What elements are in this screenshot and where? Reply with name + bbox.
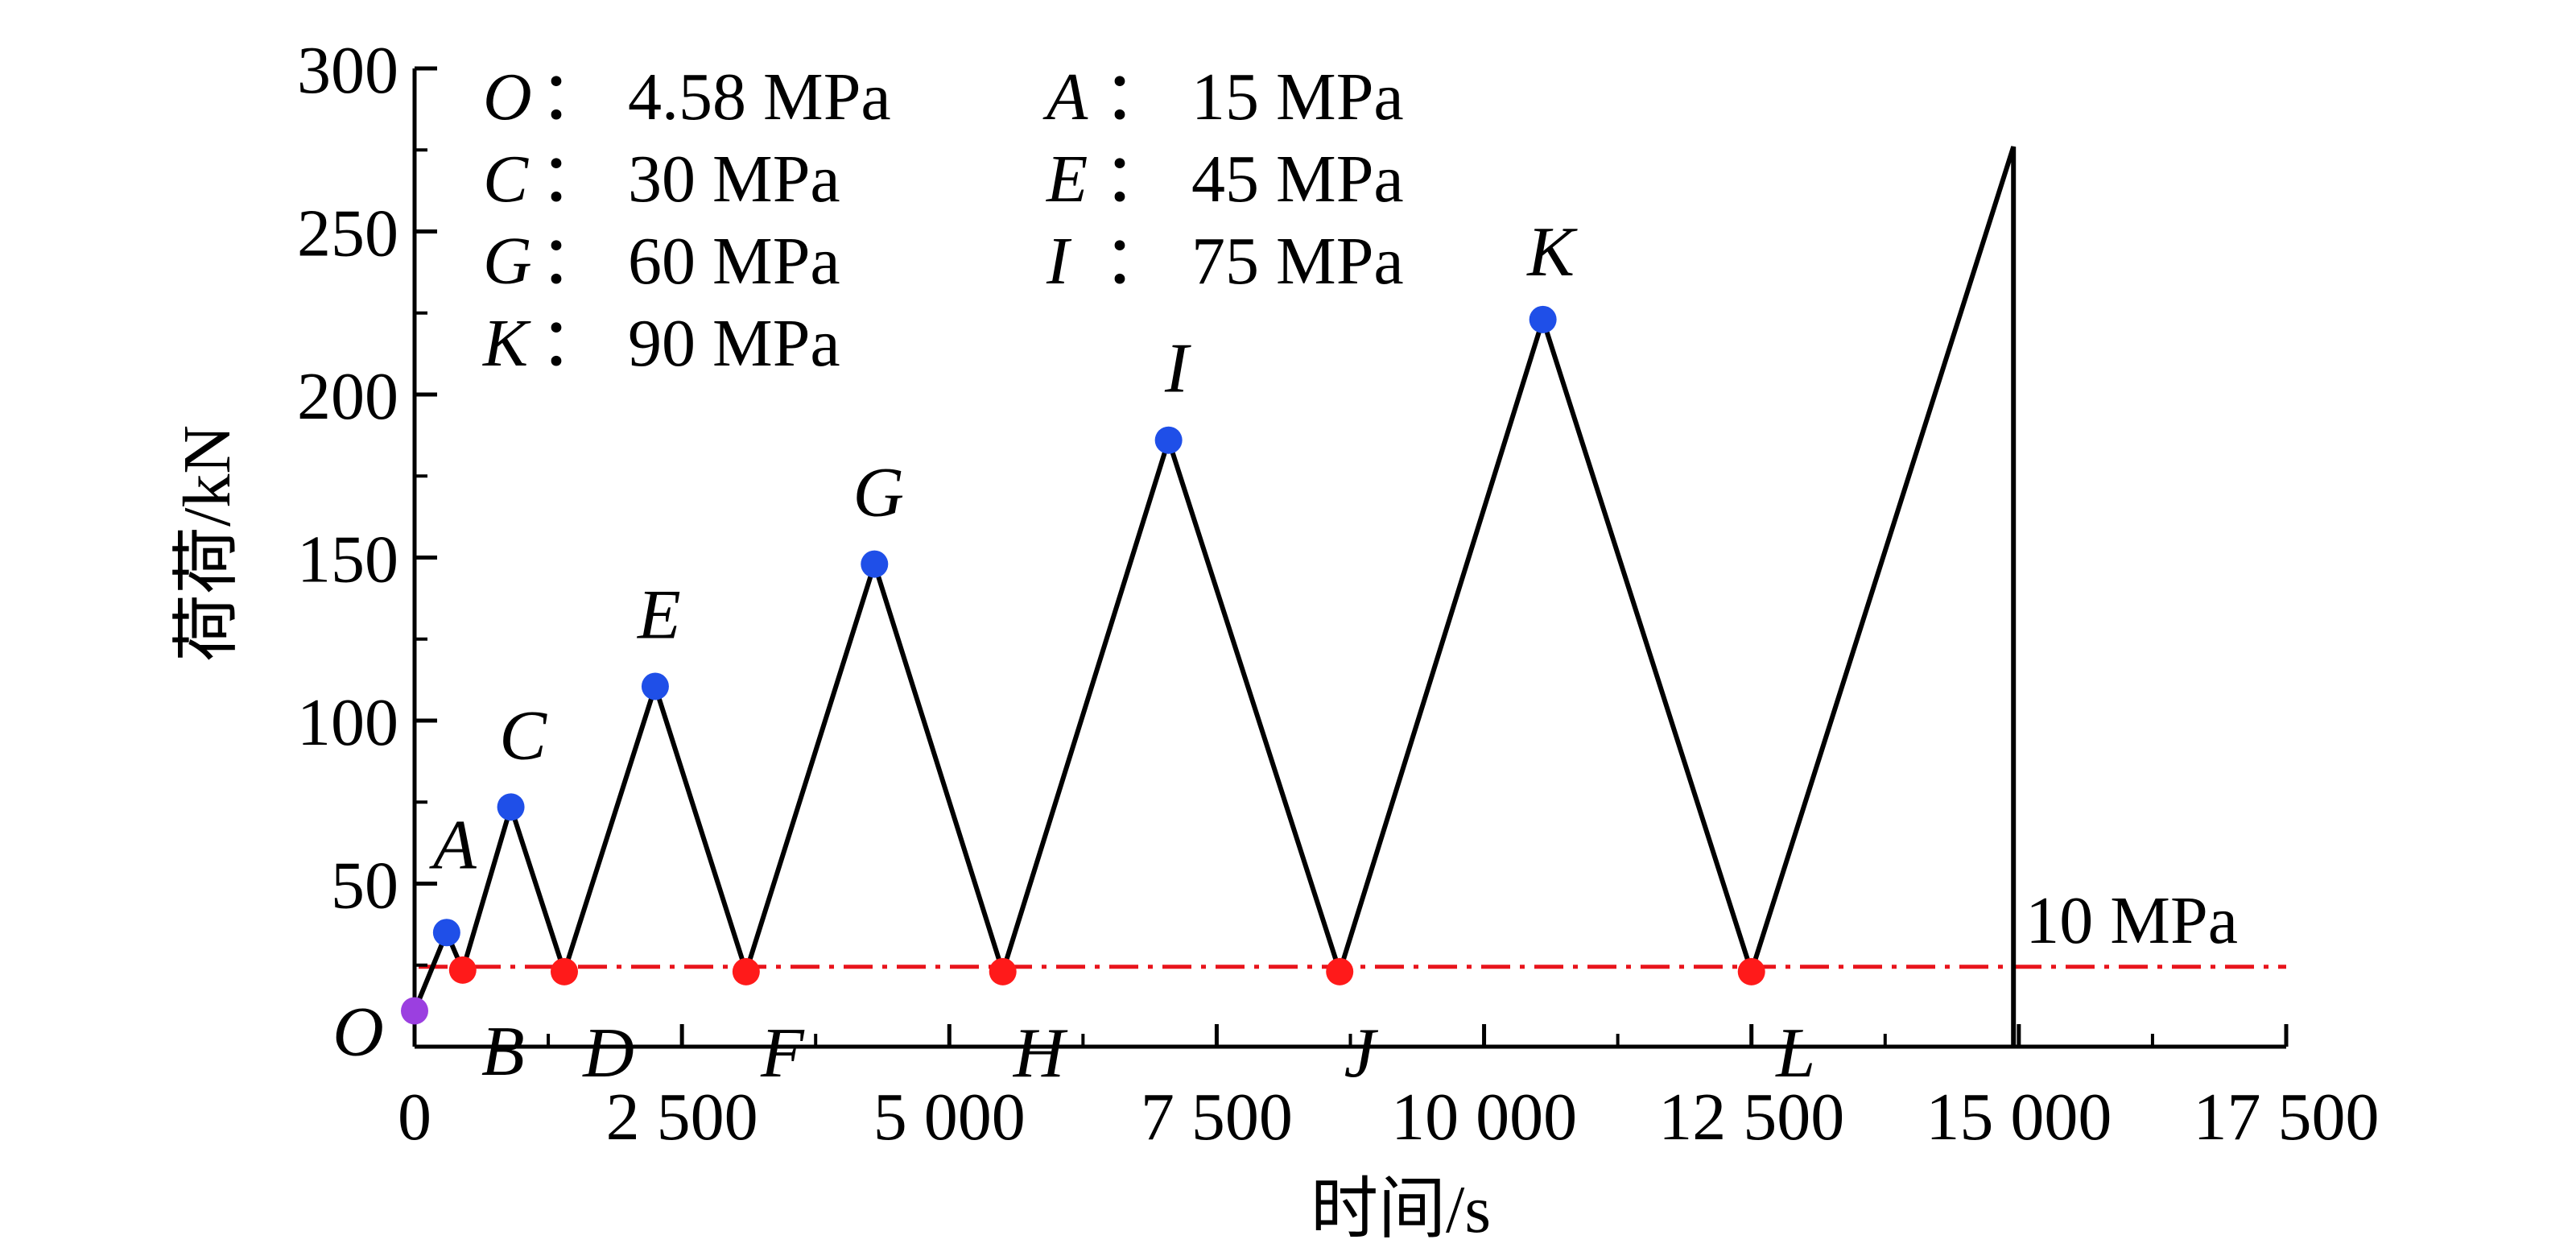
legend-item-o: O： 4.58 MPa bbox=[483, 60, 891, 134]
legend-item-g: G： 60 MPa bbox=[483, 224, 840, 299]
reference-line-layer: 10 MPa bbox=[419, 883, 2286, 969]
point-label-l: L bbox=[1774, 1014, 1815, 1093]
legend-key: O bbox=[483, 60, 532, 134]
legend-key: E bbox=[1046, 142, 1088, 217]
data-point-d bbox=[551, 957, 578, 985]
points-layer: O A B C D E F G H I J K L bbox=[332, 213, 1815, 1093]
data-point-i bbox=[1154, 426, 1183, 454]
legend-separator: ： bbox=[1103, 60, 1170, 134]
data-point-o bbox=[401, 997, 428, 1025]
x-tick-label: 2 500 bbox=[606, 1080, 758, 1155]
legend-item-i: I ： 75 MPa bbox=[1046, 224, 1404, 299]
data-point-f bbox=[732, 957, 760, 985]
legend-separator: ： bbox=[539, 224, 607, 299]
point-label-f: F bbox=[760, 1014, 805, 1093]
data-point-c bbox=[497, 793, 525, 821]
point-label-h: H bbox=[1013, 1014, 1068, 1093]
x-tick-label: 15 000 bbox=[1926, 1080, 2112, 1155]
y-tick-label: 150 bbox=[297, 523, 398, 597]
legend-key: G bbox=[483, 224, 532, 299]
legend-value: 4.58 MPa bbox=[628, 60, 891, 134]
y-tick-label: 100 bbox=[297, 685, 398, 760]
x-tick-label: 10 000 bbox=[1391, 1080, 1577, 1155]
axes-layer: 0 2 500 5 000 7 500 10 000 12 500 15 000 17 500… bbox=[297, 33, 2380, 1155]
legend-separator: ： bbox=[539, 142, 607, 217]
legend-value: 60 MPa bbox=[628, 224, 840, 299]
data-point-g bbox=[861, 550, 889, 578]
data-point-a bbox=[432, 919, 460, 947]
point-label-j: J bbox=[1344, 1014, 1379, 1093]
point-label-k: K bbox=[1525, 213, 1578, 291]
point-label-i: I bbox=[1164, 330, 1191, 408]
data-point-l bbox=[1737, 957, 1765, 985]
point-label-a: A bbox=[429, 806, 477, 884]
legend-separator: ： bbox=[539, 306, 607, 381]
y-tick-label: 300 bbox=[297, 33, 398, 108]
x-axis-title: 时间/s bbox=[1311, 1172, 1491, 1247]
legend-value: 15 MPa bbox=[1191, 60, 1404, 134]
legend-item-c: C： 30 MPa bbox=[483, 142, 840, 217]
legend-separator: ： bbox=[539, 60, 607, 134]
legend-key: C bbox=[483, 142, 529, 217]
x-tick-label: 0 bbox=[398, 1080, 431, 1155]
legend-value: 90 MPa bbox=[628, 306, 840, 381]
y-axis-title: 荷荷/kN bbox=[170, 425, 245, 662]
legend-separator: ： bbox=[1103, 224, 1170, 299]
y-tick-label: 200 bbox=[297, 359, 398, 434]
legend-key: K bbox=[482, 306, 531, 381]
data-point-h bbox=[989, 957, 1017, 985]
point-label-d: D bbox=[582, 1014, 634, 1093]
x-tick-label: 5 000 bbox=[873, 1080, 1026, 1155]
point-label-b: B bbox=[481, 1013, 525, 1091]
point-label-c: C bbox=[499, 696, 547, 775]
legend-separator: ： bbox=[1103, 142, 1170, 217]
data-point-e bbox=[641, 672, 669, 700]
data-point-j bbox=[1326, 957, 1354, 985]
legend-key: I bbox=[1046, 224, 1072, 299]
x-tick-label: 12 500 bbox=[1658, 1080, 1844, 1155]
legend-key: A bbox=[1042, 60, 1088, 134]
legend-item-a: A： 15 MPa bbox=[1042, 60, 1404, 134]
legend-value: 30 MPa bbox=[628, 142, 840, 217]
point-label-e: E bbox=[636, 576, 681, 654]
legend-value: 75 MPa bbox=[1191, 224, 1404, 299]
data-point-b bbox=[448, 956, 477, 984]
legend-value: 45 MPa bbox=[1191, 142, 1404, 217]
y-tick-label: 250 bbox=[297, 196, 398, 271]
x-tick-label: 7 500 bbox=[1141, 1080, 1293, 1155]
x-tick-label: 17 500 bbox=[2194, 1080, 2380, 1155]
point-label-g: G bbox=[853, 454, 905, 532]
data-point-k bbox=[1529, 305, 1557, 333]
point-label-o: O bbox=[332, 993, 384, 1071]
legend-item-k: K： 90 MPa bbox=[482, 306, 840, 381]
reference-line-label: 10 MPa bbox=[2025, 883, 2238, 958]
y-tick-label: 50 bbox=[331, 849, 398, 923]
legend-item-e: E： 45 MPa bbox=[1046, 142, 1404, 217]
